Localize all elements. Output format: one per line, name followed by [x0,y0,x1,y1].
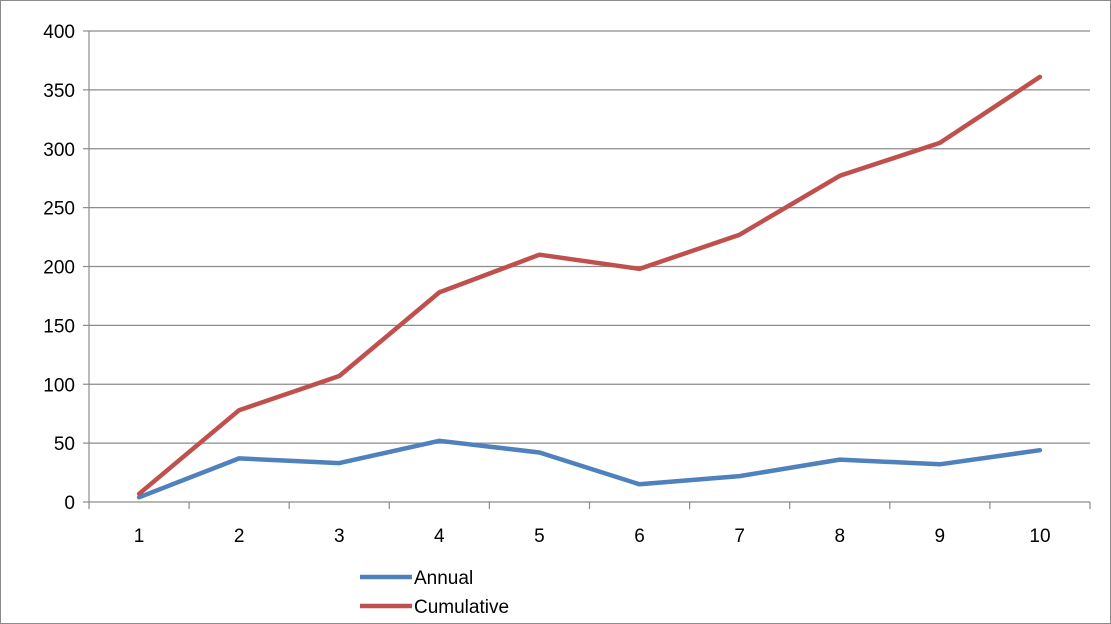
x-tick-labels: 1 2 3 4 5 6 7 8 9 10 [134,526,1051,547]
gridlines [89,30,1090,444]
x-tick-label: 9 [935,526,946,547]
y-tick-label: 50 [54,434,75,455]
y-tick-label: 0 [64,493,75,514]
x-tick-label: 10 [1029,526,1050,547]
y-tick-label: 400 [43,22,75,43]
series-line-cumulative [136,74,1043,497]
series-line-annual [136,438,1043,500]
y-tick-label: 300 [43,140,75,161]
x-tick-label: 1 [134,526,145,547]
x-tick-label: 5 [534,526,545,547]
x-tick-label: 8 [834,526,845,547]
x-tick-label: 7 [734,526,745,547]
y-tick-label: 250 [43,199,75,220]
legend: Annual Cumulative [360,568,509,618]
x-tick-label: 6 [634,526,645,547]
x-tick-label: 4 [434,526,445,547]
x-tick-label: 2 [234,526,245,547]
legend-label-annual: Annual [414,568,473,589]
y-tick-label: 200 [43,258,75,279]
axes [83,30,1091,509]
y-tick-labels: 0 50 100 150 200 250 300 350 400 [43,22,75,514]
series-lines [136,74,1043,500]
y-tick-label: 150 [43,316,75,337]
legend-label-cumulative: Cumulative [414,597,509,618]
x-tick-label: 3 [334,526,345,547]
y-tick-label: 350 [43,81,75,102]
y-tick-label: 100 [43,375,75,396]
